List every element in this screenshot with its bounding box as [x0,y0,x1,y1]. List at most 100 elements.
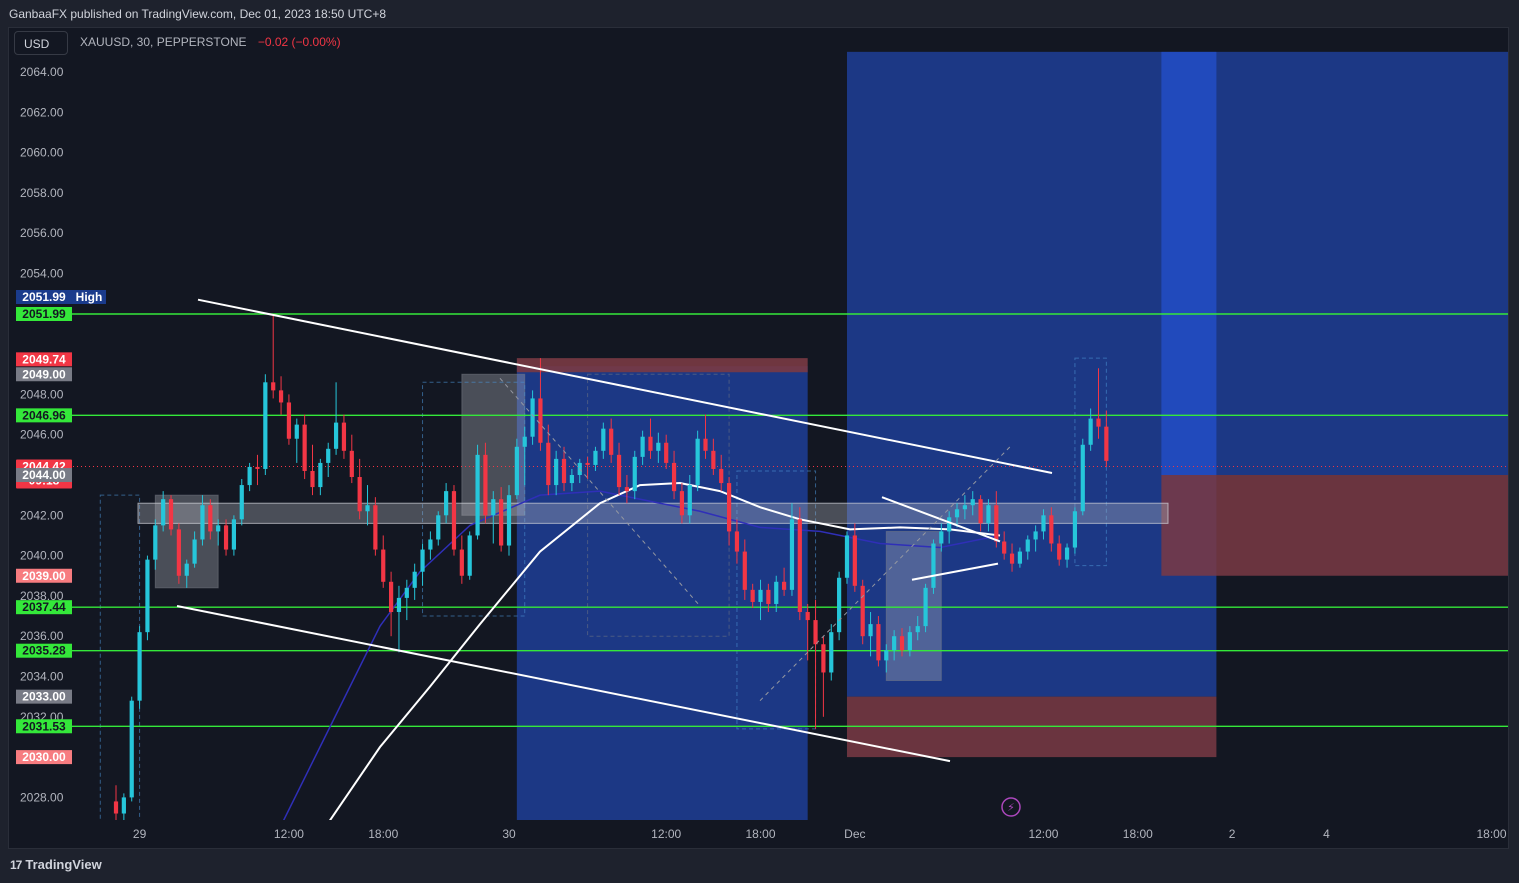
candle-body [632,456,637,492]
price-label-bg [16,689,72,704]
candle-body [1096,418,1101,427]
candle-body [656,442,661,451]
candle-body [121,797,126,814]
symbol-name: XAUUSD, 30, PEPPERSTONE [80,35,247,49]
price-label-bg [16,307,72,322]
price-label-bg [16,408,72,423]
price-label-bg [16,600,72,615]
time-tick-label: 12:00 [651,827,681,841]
candle-body [726,483,732,532]
candle-body [286,402,292,439]
price-tick-label: 2042.00 [20,508,64,522]
candle-body [782,581,787,590]
tradingview-brand: TradingView [25,857,102,872]
candle-body [318,462,323,488]
price-tick-label: 2046.00 [20,428,64,442]
candle-body [569,475,574,484]
tradingview-logo[interactable]: 17 TradingView [10,857,102,872]
candle-body [546,442,551,486]
candle-body [1017,551,1022,564]
candle-body [821,644,826,673]
price-label: 2037.44 [16,600,72,615]
candle-body [216,525,221,532]
candle-body [679,491,685,516]
candle-body [561,458,567,484]
candle-body [750,589,755,602]
price-label-text: 2049.74 [22,352,66,366]
candle-body [852,535,857,586]
candle-body [703,438,708,451]
price-tick-label: 2056.00 [20,226,64,240]
bottom-bar [0,850,1519,883]
position-1-stop-zone [516,358,808,373]
candle-body [153,525,158,560]
price-tick-label: 2058.00 [20,186,64,200]
candle-body [789,519,795,590]
candle-body [239,485,244,520]
candle-body [585,462,590,465]
price-label-text: 2046.96 [22,408,66,422]
symbol-legend[interactable]: XAUUSD, 30, PEPPERSTONE −0.02 (−0.00%) [80,35,341,49]
candle-body [671,462,677,492]
chart-frame[interactable] [8,27,1509,849]
price-tick-label: 2036.00 [20,629,64,643]
currency-button[interactable]: USD [14,31,68,55]
candle-body [805,612,810,621]
candle-body [208,505,213,532]
candle-body [1049,515,1054,544]
price-label-bg [16,643,72,658]
price-label-bg [16,290,72,304]
candle-body [719,468,724,484]
price-label: 2051.99 High [16,290,106,304]
candle-body [263,382,268,469]
candle-body [522,436,527,447]
candle-body [396,597,402,613]
dashed-range-box [422,381,526,617]
candle-body [247,466,252,486]
candle-body [1033,531,1038,540]
candle-body [483,454,488,516]
moving-average-slow [282,490,1001,820]
trendline-upper [197,298,1053,474]
candle-body [192,539,197,564]
candle-body [404,587,409,598]
candle-body [530,398,535,437]
price-label-text: 2051.99 [22,290,66,304]
candle-body [161,499,166,526]
candle-body [844,535,850,578]
candle-body [648,436,653,451]
candle-body [797,519,802,613]
candle-body [837,577,842,633]
candle-body [695,438,700,486]
price-label-text: 2049.00 [22,367,66,381]
candle-body [687,485,692,516]
candle-body [514,446,519,496]
candle-body [624,487,629,492]
published-caption: GanbaaFX published on TradingView.com, D… [9,7,387,21]
candle-body [428,539,433,550]
price-label: 2051.99 [16,307,72,322]
candle-body [341,422,347,451]
projection-line [499,377,701,607]
candle-body [444,491,449,516]
candle-body [278,390,284,403]
time-tick-label: 2 [1229,827,1236,841]
candle-body [294,424,299,439]
candle-body [357,477,362,512]
candle-body [766,589,771,604]
candle-body [994,505,999,542]
price-label-text: 2033.00 [22,690,66,704]
candle-body [326,448,331,463]
alert-bolt-glyph: ⚡ [1007,802,1015,814]
candle-body [829,632,834,673]
candle-body [184,563,189,576]
price-label: 2044.00 [16,468,72,482]
moving-average-fast [328,482,1001,820]
candle-body [302,424,307,471]
candle-body [616,454,622,488]
price-label-bg [16,568,72,583]
candle-body [491,499,496,516]
candle-body [333,422,339,449]
candle-body [868,624,873,637]
